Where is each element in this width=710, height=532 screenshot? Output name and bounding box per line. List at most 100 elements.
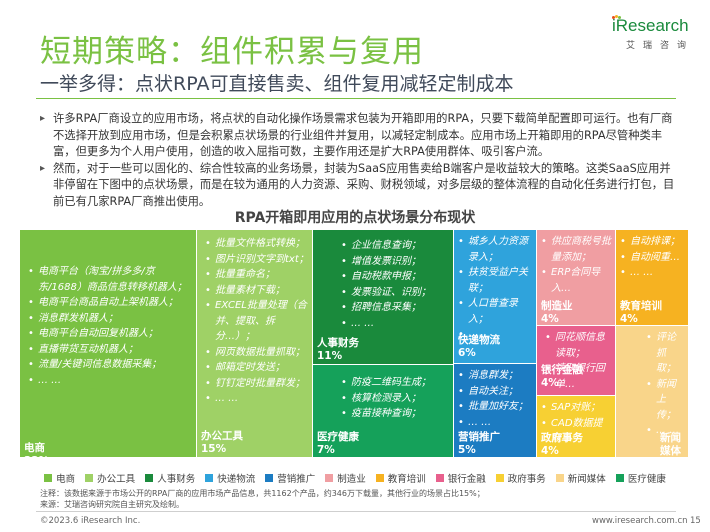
tile-item: • … … — [28, 373, 193, 389]
tile-item-bullet: • — [205, 238, 211, 249]
tile-item: • 发票验证、识别； — [341, 285, 450, 301]
tile-items: • 城乡人力资源录入； • 扶贫受益户关联； • 人口普查录入； • … … — [458, 234, 533, 343]
tile-label: 新闻媒体4% — [660, 432, 688, 457]
tile-item-text: … … — [351, 317, 375, 329]
tile-item: • 企业信息查询； — [341, 238, 450, 254]
tile-item-text: 消息群发； — [468, 370, 518, 381]
note-text: 注释：该数据来源于市场公开的RPA厂商的应用市场产品信息，共1162个产品，约3… — [40, 489, 485, 498]
treemap-tile: • 批量文件格式转换； • 图片识别文字到txt； • 批量重命名； • 批量素材下载； • EX… — [197, 230, 312, 457]
tile-item-text: 人口普查录入； — [468, 298, 518, 325]
tile-item-bullet: • — [205, 393, 211, 404]
legend-item: 教育培训 — [375, 471, 426, 485]
tile-category: 快递物流 — [458, 334, 500, 346]
tile-item-text: 同花顺信息读取； — [555, 332, 605, 359]
bullet-paragraph: ▸ 许多RPA厂商设立的应用市场，将点状的自动化操作场景需求包装为开箱即用的RP… — [40, 111, 676, 161]
legend-item: 电商 — [44, 471, 75, 485]
legend-label: 人事财务 — [157, 474, 196, 485]
tile-label: 制造业 4% — [541, 300, 573, 325]
tile-percent: 11% — [317, 350, 343, 362]
tile-item-text: 企业信息查询； — [351, 240, 421, 251]
legend-label: 制造业 — [337, 474, 366, 485]
tile-item-text: 自动阅重… — [630, 251, 680, 263]
tile-item-bullet: • — [458, 329, 464, 340]
legend-item: 新闻媒体 — [555, 471, 606, 485]
tile-item: • 直播带货互动机器人； — [28, 342, 193, 358]
tile-item-bullet: • — [458, 298, 464, 309]
tile-item-bullet: • — [545, 332, 551, 343]
tile-label: 电商23% — [24, 442, 49, 457]
title-divider — [36, 98, 676, 99]
tile-item-text: 批量文件格式转换； — [215, 238, 305, 249]
tile-label: 政府事务 4% — [541, 432, 583, 457]
tile-item: • 电商平台商品自动上架机器人； — [28, 295, 193, 311]
tile-item-text: … … — [656, 425, 680, 436]
tile-item: • 评论抓取； — [646, 330, 685, 377]
tile-items: • 同花顺信息读取； • 读取银行回单… — [545, 330, 612, 392]
tile-item-bullet: • — [646, 332, 652, 343]
tile-item: • 扶贫受益户关联； — [458, 265, 533, 296]
tile-item: • 批量文件格式转换； — [205, 236, 309, 252]
tile-item: • SAP对账； — [541, 400, 612, 416]
tile-item: • 批量素材下载； — [205, 283, 309, 299]
footer-url: www.iresearch.com.cn — [592, 516, 688, 526]
intro-bullets: ▸ 许多RPA厂商设立的应用市场，将点状的自动化操作场景需求包装为开箱即用的RP… — [40, 111, 676, 210]
tile-percent: 4% — [541, 445, 559, 457]
legend-swatch-icon — [435, 474, 444, 482]
tile-item-text: 网页数据批量抓取； — [215, 346, 305, 358]
legend-label: 快递物流 — [217, 474, 256, 485]
chart-legend: 电商 办公工具 人事财务 快递物流 营销推广 制造业 教育培训 银行金融 政府事务 新闻媒体 医疗健… — [0, 471, 710, 485]
tile-item: • … … — [458, 327, 533, 343]
tile-item-bullet: • — [205, 362, 211, 373]
tile-items: • 评论抓取； • 新闻上传； • … … — [646, 330, 685, 439]
tile-percent: 5% — [458, 444, 476, 456]
page-number: 15 — [690, 516, 701, 526]
tile-items: • 防疫二维码生成； • 核算检测录入； • 疫苗接种查询； — [341, 375, 450, 422]
bullet-text: 然而，对于一些可以固化的、综合性较高的业务场景，封装为SaaS应用售卖给B端客户… — [53, 161, 675, 208]
tile-item: • 图片识别文字到txt； — [205, 252, 309, 268]
legend-swatch-icon — [495, 474, 504, 482]
tile-item-text: … … — [215, 393, 239, 404]
tile-label: 医疗健康 7% — [317, 431, 359, 457]
tile-item: • 网页数据批量抓取； — [205, 345, 309, 361]
tile-item: • … … — [620, 265, 685, 281]
tile-item-text: 批量重命名； — [215, 269, 275, 280]
tile-item-bullet: • — [341, 317, 347, 329]
source-text: 来源：艾瑞咨询研究院自主研究及绘制。 — [40, 500, 184, 509]
legend-label: 新闻媒体 — [567, 474, 606, 485]
legend-item: 制造业 — [325, 471, 366, 485]
tile-item: • 钉钉定时批量群发； — [205, 376, 309, 392]
treemap-tile: • 城乡人力资源录入； • 扶贫受益户关联； • 人口普查录入； • … … 快递物流 6% — [454, 230, 536, 363]
tile-item: • 邮箱定时发送； — [205, 360, 309, 376]
tile-item-bullet: • — [620, 236, 626, 247]
legend-item: 人事财务 — [145, 471, 195, 485]
tile-item-text: 自动关注； — [468, 385, 518, 397]
tile-item-text: 邮箱定时发送； — [215, 362, 285, 373]
tile-item-bullet: • — [28, 297, 34, 308]
tile-percent: 6% — [458, 347, 476, 359]
tile-item-text: 钉钉定时批量群发； — [215, 377, 305, 389]
tile-category: 营销推广 — [458, 431, 500, 443]
legend-item: 营销推广 — [265, 471, 315, 485]
treemap-tile: • 供应商税号批量添加； • ERP合同导入… 制造业 4% — [537, 230, 615, 325]
tile-item-bullet: • — [28, 343, 34, 355]
tile-item-text: 自动排课； — [630, 236, 680, 247]
tile-item-text: … … — [468, 329, 492, 340]
tile-item-bullet: • — [458, 416, 464, 428]
tile-item-text: SAP对账； — [551, 402, 601, 413]
tile-item-text: 新闻上传； — [656, 378, 676, 421]
tile-item: • 增值发票识别； — [341, 254, 450, 270]
tile-item-text: 增值发票识别； — [351, 255, 421, 267]
tile-item-text: 城乡人力资源录入； — [468, 236, 528, 263]
tile-percent: 7% — [317, 444, 335, 456]
tile-item: • … … — [646, 423, 685, 439]
tile-item-bullet: • — [541, 417, 547, 429]
tile-label: 教育培训 4% — [620, 300, 662, 325]
tile-item: • 人口普查录入； — [458, 296, 533, 327]
tile-item: • 自动阅重… — [620, 250, 685, 266]
tile-item-bullet: • — [205, 253, 211, 265]
legend-label: 政府事务 — [507, 474, 546, 485]
tile-item-bullet: • — [341, 377, 347, 388]
legend-swatch-icon — [145, 474, 154, 482]
tile-item-bullet: • — [28, 266, 34, 277]
